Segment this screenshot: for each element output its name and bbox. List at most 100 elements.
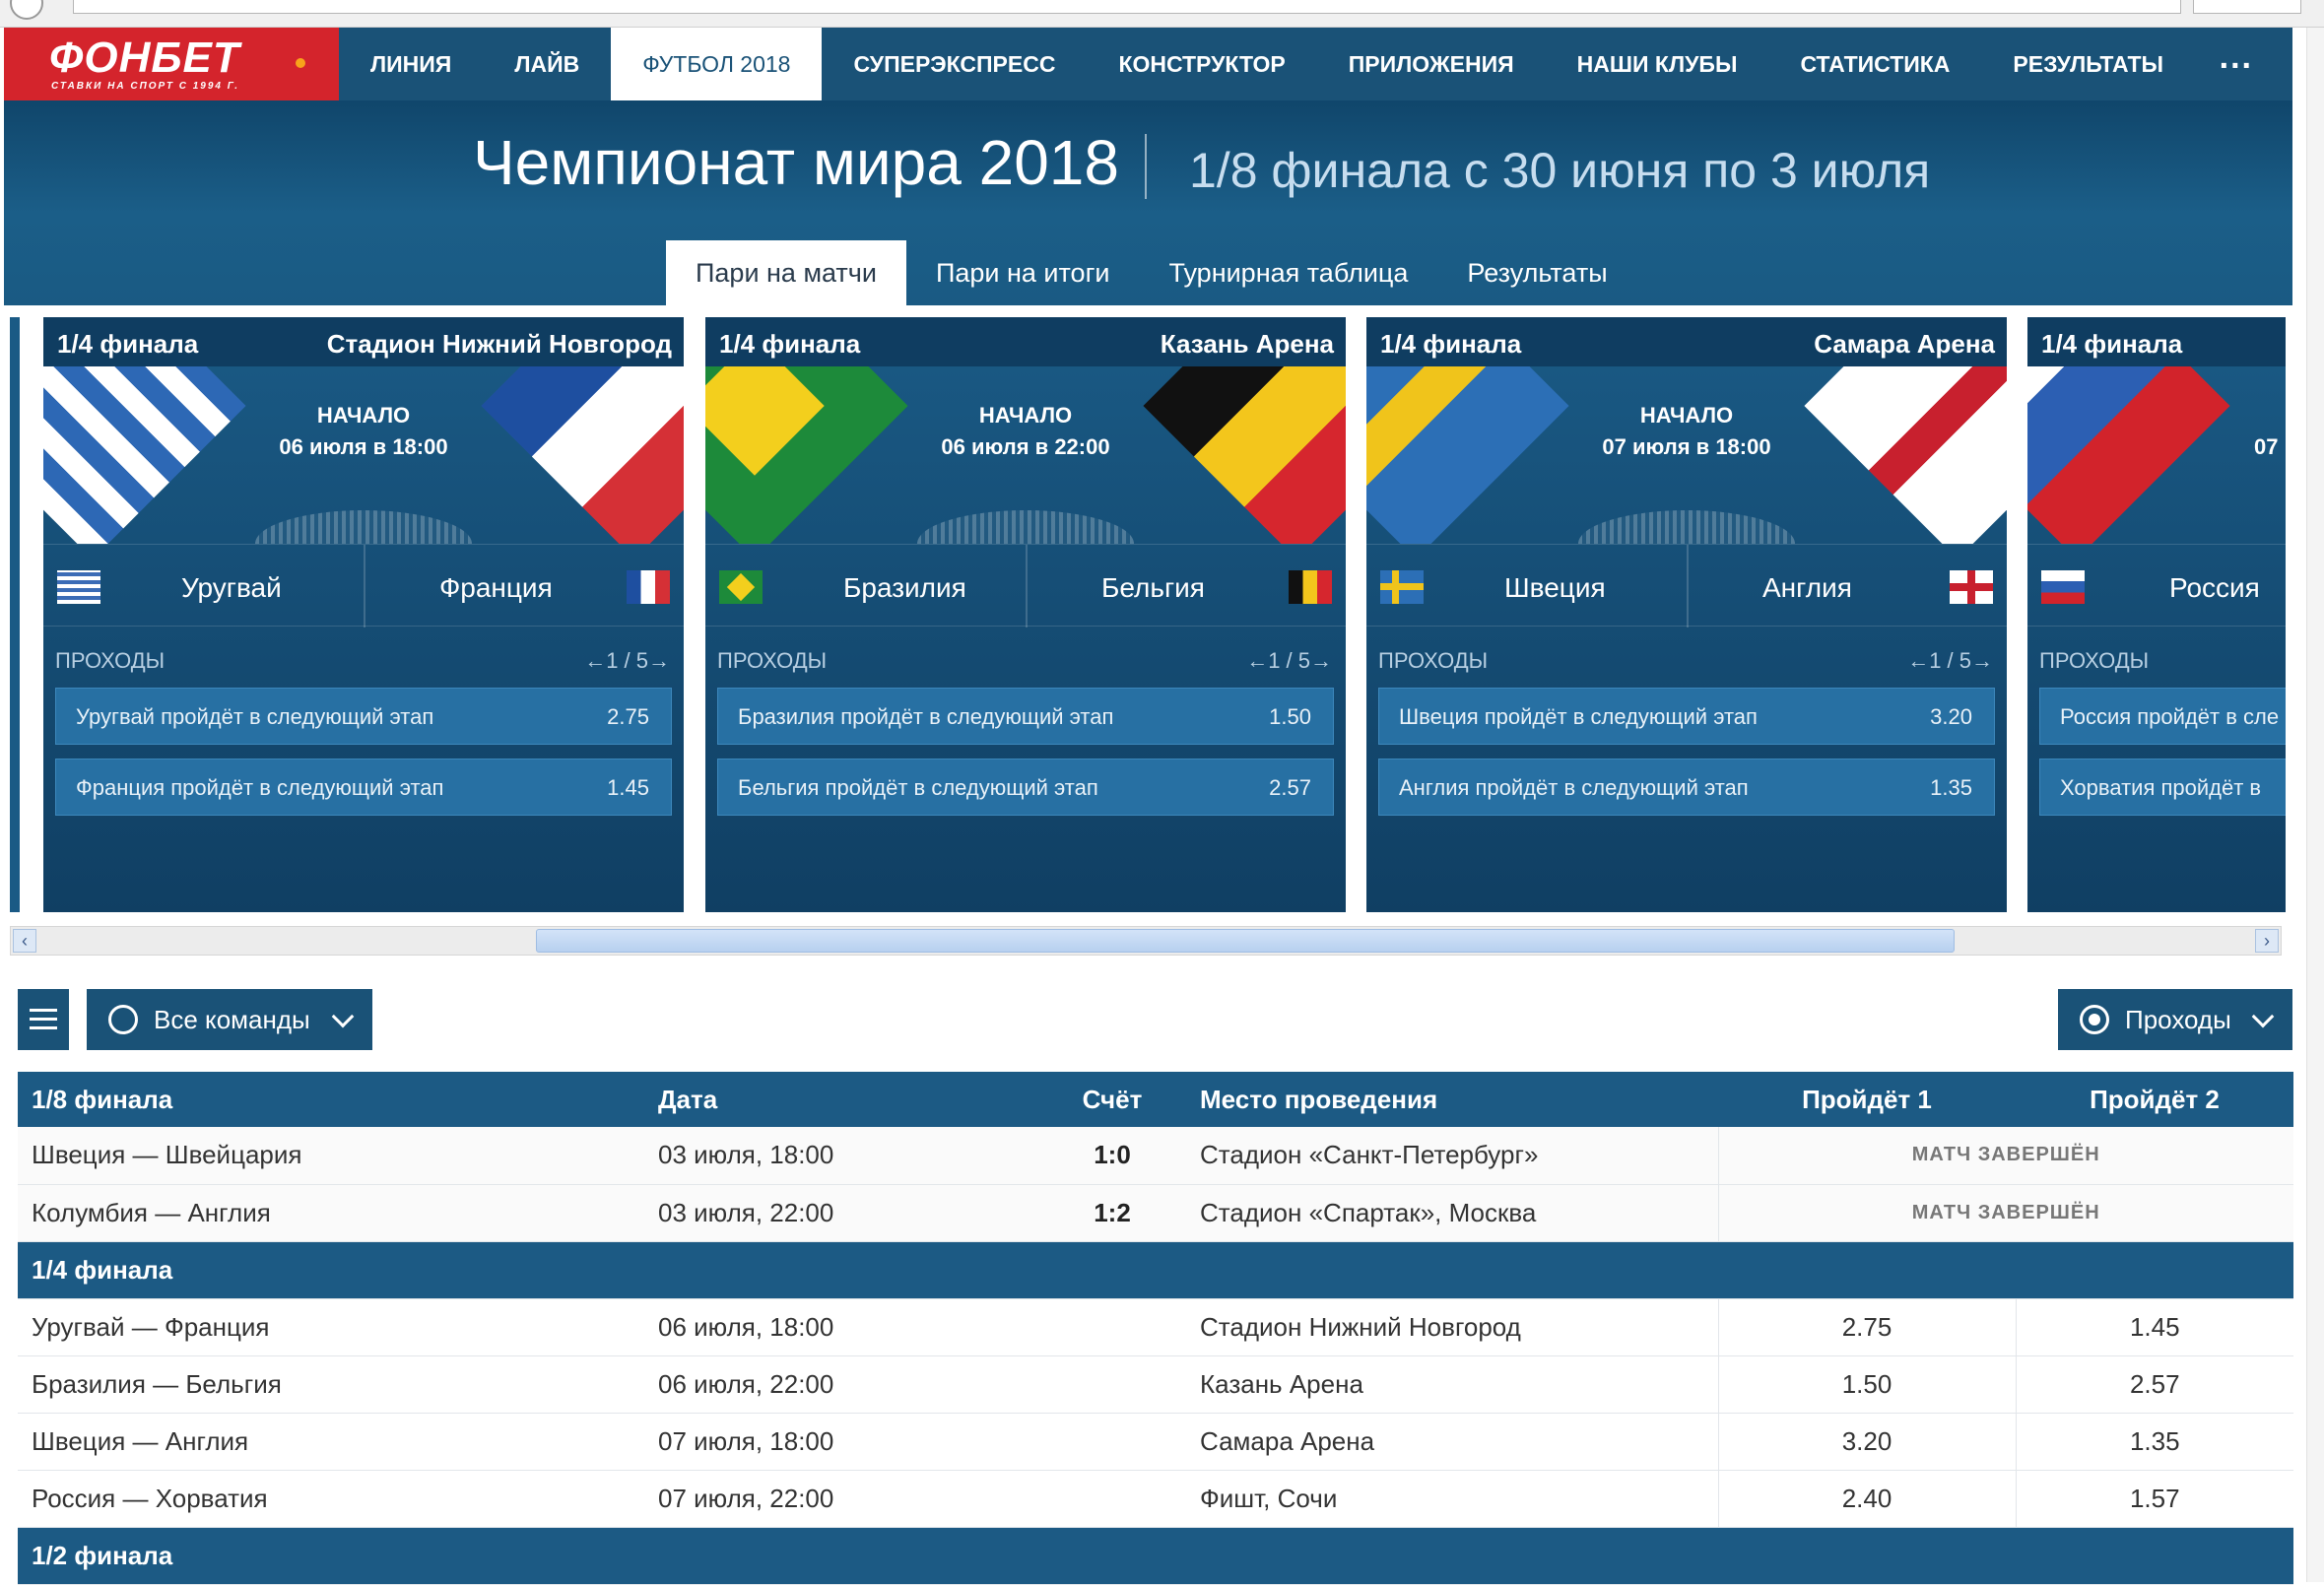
- match-score: 1:2: [1038, 1184, 1186, 1242]
- odd-pass2[interactable]: 2.57: [2015, 1355, 2293, 1414]
- start-time: 06 июля в 22:00: [941, 434, 1110, 459]
- section-row: 1/2 финала: [18, 1527, 2293, 1585]
- tab-outright-bets[interactable]: Пари на итоги: [935, 258, 1110, 288]
- odd-value: 1.35: [1930, 775, 1972, 800]
- odd-button[interactable]: Бразилия пройдёт в следующий этап 1.50: [717, 688, 1334, 745]
- nav-item-superexpress[interactable]: СУПЕРЭКСПРЕСС: [853, 51, 1056, 77]
- table-row: Бразилия — Бельгия 06 июля, 22:00 Казань…: [18, 1355, 2293, 1414]
- carousel-scrollbar[interactable]: ‹ ›: [10, 926, 2282, 956]
- back-button[interactable]: [10, 0, 43, 20]
- hero-tabs: Пари на матчи Пари на итоги Турнирная та…: [666, 240, 1637, 305]
- nav-item-clubs[interactable]: НАШИ КЛУБЫ: [1576, 51, 1738, 77]
- scroll-right-icon[interactable]: ›: [2255, 929, 2279, 953]
- nav-item-results[interactable]: РЕЗУЛЬТАТЫ: [2013, 51, 2164, 77]
- table-row: Колумбия — Англия 03 июля, 22:00 1:2 Ста…: [18, 1184, 2293, 1242]
- search-box[interactable]: [2193, 0, 2301, 14]
- team1-name[interactable]: Бразилия: [843, 572, 966, 603]
- odd-button[interactable]: Уругвай пройдёт в следующий этап 2.75: [55, 688, 672, 745]
- match-name[interactable]: Колумбия — Англия: [18, 1184, 644, 1242]
- scroll-left-icon[interactable]: ‹: [13, 929, 36, 953]
- team2-name[interactable]: Англия: [1762, 572, 1852, 603]
- match-venue: Стадион «Санкт-Петербург»: [1186, 1127, 1718, 1185]
- card-header: 1/4 финала: [2027, 317, 2286, 366]
- page-title: Чемпионат мира 2018: [473, 127, 1119, 198]
- match-name[interactable]: Уругвай — Франция: [18, 1298, 644, 1356]
- team1-name[interactable]: Россия: [2169, 572, 2260, 603]
- start-label: НАЧАЛО: [316, 403, 411, 428]
- vertical-scrollbar[interactable]: [2306, 28, 2324, 1582]
- match-date: 03 июля, 22:00: [644, 1184, 1038, 1242]
- card-stage: 1/4 финала: [2041, 329, 2183, 359]
- nav-item-constructor[interactable]: КОНСТРУКТОР: [1118, 51, 1286, 77]
- nav-item-statistics[interactable]: СТАТИСТИКА: [1800, 51, 1951, 77]
- match-name[interactable]: Швеция — Швейцария: [18, 1127, 644, 1185]
- market-dropdown[interactable]: Проходы: [2058, 989, 2292, 1050]
- tab-standings[interactable]: Турнирная таблица: [1168, 258, 1409, 288]
- match-card: 1/4 финала Стадион Нижний Новгород НАЧАЛ…: [43, 317, 684, 912]
- match-venue: Стадион Нижний Новгород: [1186, 1298, 1718, 1356]
- odd-button[interactable]: Хорватия пройдёт в: [2039, 759, 2286, 816]
- scroll-thumb[interactable]: [536, 929, 1955, 953]
- menu-button[interactable]: [18, 989, 69, 1050]
- odd-pass2[interactable]: 1.57: [2015, 1470, 2293, 1528]
- odd-value: 1.45: [607, 775, 649, 800]
- table-row: Швеция — Швейцария 03 июля, 18:00 1:0 Ст…: [18, 1127, 2293, 1185]
- section-label: 1/4 финала: [18, 1241, 2293, 1299]
- tab-results[interactable]: Результаты: [1467, 258, 1608, 288]
- market-pager[interactable]: ←1 / 5→: [1907, 648, 1993, 673]
- odd-pass1[interactable]: 3.20: [1717, 1413, 2016, 1471]
- match-carousel: 1/4 финала Стадион Нижний Новгород НАЧАЛ…: [10, 313, 2286, 916]
- table-row: Россия — Хорватия 07 июля, 22:00 Фишт, С…: [18, 1470, 2293, 1528]
- odd-pass2[interactable]: 1.45: [2015, 1298, 2293, 1356]
- teams-dropdown[interactable]: Все команды: [87, 989, 372, 1050]
- globe-icon: [108, 1005, 138, 1034]
- odd-pass1[interactable]: 1.50: [1717, 1355, 2016, 1414]
- odd-pass2[interactable]: 1.35: [2015, 1413, 2293, 1471]
- odd-button[interactable]: Швеция пройдёт в следующий этап 3.20: [1378, 688, 1995, 745]
- card-start: НАЧАЛО 06 июля в 22:00: [705, 400, 1346, 463]
- odd-name: Англия пройдёт в следующий этап: [1399, 775, 1749, 800]
- odd-button[interactable]: Россия пройдёт в сле: [2039, 688, 2286, 745]
- team2-name[interactable]: Франция: [439, 572, 553, 603]
- belgium-flag-icon: [1289, 570, 1332, 604]
- market-label: ПРОХОДЫ: [55, 648, 166, 673]
- card-venue: Казань Арена: [1160, 329, 1334, 359]
- card-start: НАЧАЛО 07 июля в 18:00: [1366, 400, 2007, 463]
- nav-item-live[interactable]: ЛАЙВ: [514, 51, 580, 77]
- more-menu-icon[interactable]: ...: [2219, 38, 2253, 76]
- odd-pass1[interactable]: 2.40: [1717, 1470, 2016, 1528]
- match-name[interactable]: Бразилия — Бельгия: [18, 1355, 644, 1414]
- matches-table: 1/8 финала Дата Счёт Место проведения Пр…: [18, 1072, 2293, 1585]
- sweden-flag-icon: [1380, 570, 1424, 604]
- team1-name[interactable]: Швеция: [1504, 572, 1606, 603]
- nav-item-football-2018[interactable]: ФУТБОЛ 2018: [611, 28, 823, 100]
- match-score: [1038, 1470, 1186, 1528]
- hamburger-icon: [30, 1009, 57, 1012]
- filter-bar: Все команды Проходы: [18, 989, 2293, 1050]
- match-card: 1/4 финала 07 Россия ПРОХОДЫ Россия прой…: [2027, 317, 2286, 912]
- nav-item-line[interactable]: ЛИНИЯ: [370, 51, 452, 77]
- odd-button[interactable]: Англия пройдёт в следующий этап 1.35: [1378, 759, 1995, 816]
- card-edge: [10, 317, 20, 912]
- card-banner: НАЧАЛО 06 июля в 22:00: [705, 366, 1346, 544]
- match-name[interactable]: Россия — Хорватия: [18, 1470, 644, 1528]
- odd-pass1[interactable]: 2.75: [1717, 1298, 2016, 1356]
- card-banner: НАЧАЛО 06 июля в 18:00: [43, 366, 684, 544]
- market-pager[interactable]: ←1 / 5→: [584, 648, 670, 673]
- match-date: 03 июля, 18:00: [644, 1127, 1038, 1185]
- tab-match-bets[interactable]: Пари на матчи: [666, 240, 906, 305]
- col-date: Дата: [644, 1072, 1038, 1127]
- team2-name[interactable]: Бельгия: [1101, 572, 1205, 603]
- start-label: НАЧАЛО: [1639, 403, 1734, 428]
- odd-button[interactable]: Франция пройдёт в следующий этап 1.45: [55, 759, 672, 816]
- address-bar[interactable]: [73, 0, 2181, 14]
- match-name[interactable]: Швеция — Англия: [18, 1413, 644, 1471]
- odd-value: 2.75: [607, 704, 649, 729]
- odd-button[interactable]: Бельгия пройдёт в следующий этап 2.57: [717, 759, 1334, 816]
- match-date: 06 июля, 22:00: [644, 1355, 1038, 1414]
- nav-item-apps[interactable]: ПРИЛОЖЕНИЯ: [1348, 51, 1514, 77]
- fonbet-logo[interactable]: ФОНБЕТ СТАВКИ НА СПОРТ С 1994 Г.: [4, 28, 339, 100]
- market-pager[interactable]: ←1 / 5→: [1246, 648, 1332, 673]
- team1-name[interactable]: Уругвай: [181, 572, 282, 603]
